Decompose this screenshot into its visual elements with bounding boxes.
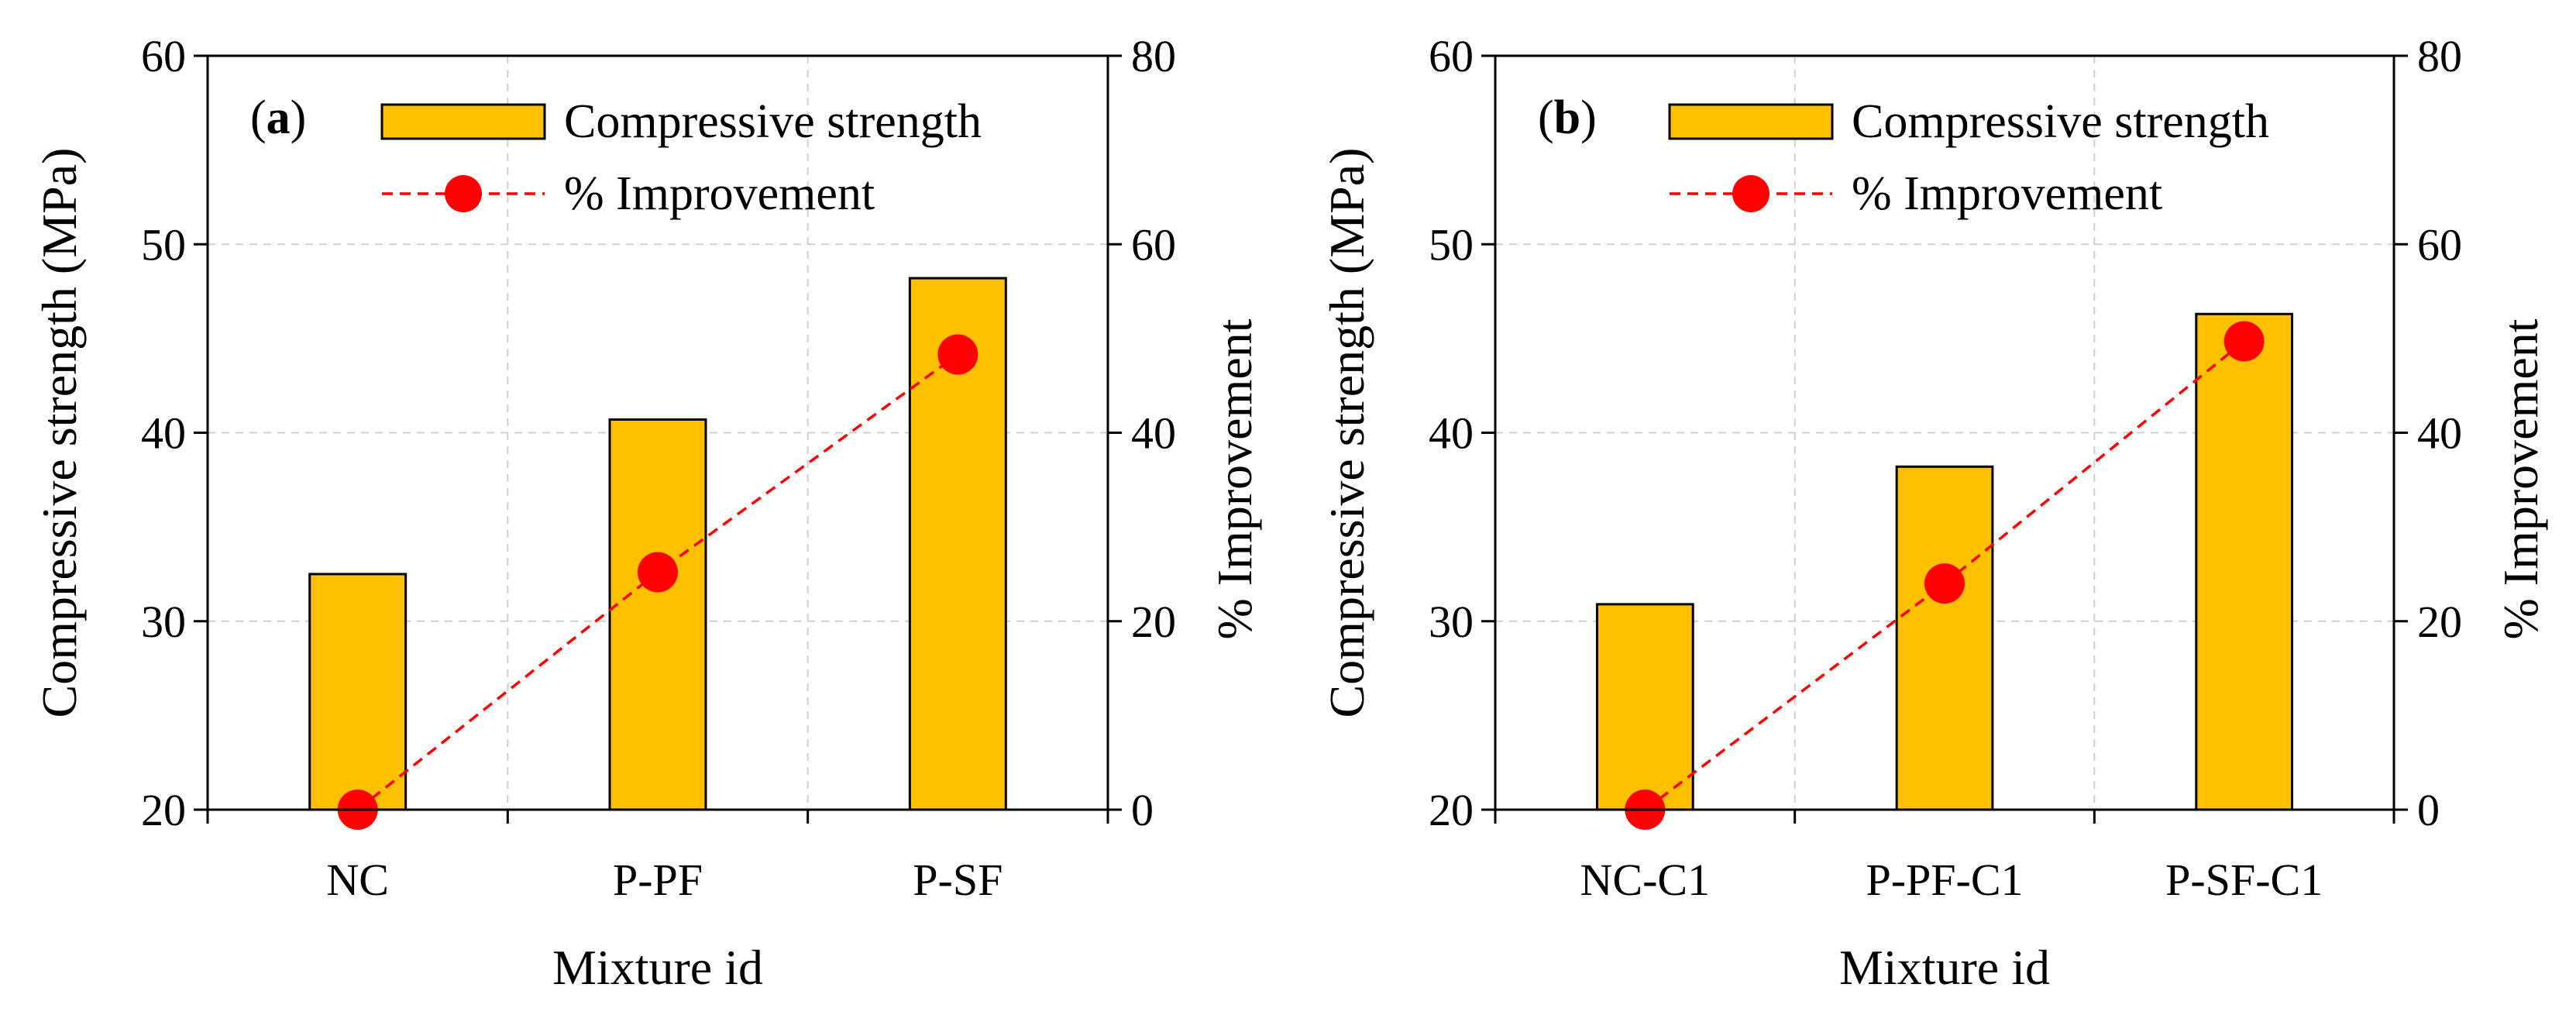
- bar-nc: [308, 573, 408, 811]
- bar-p-sf-c1: [2195, 312, 2294, 811]
- chart-panel-b: 20 30 40 50 60 0 20 40 60 80 NC-C1 P-PF-C1 P-SF-C1 Mi…: [1319, 31, 2548, 995]
- panel-label-open: (: [1538, 91, 1554, 144]
- y2-tick-label: 0: [2417, 785, 2440, 835]
- legend: Compressive strength % Improvement: [380, 95, 982, 220]
- y-tick-label: 20: [141, 785, 186, 835]
- panel-label-close: ): [291, 91, 307, 144]
- panel-label: (a): [250, 91, 306, 144]
- legend-marker-swatch: [445, 175, 482, 212]
- improvement-point-p-pf: [638, 552, 678, 593]
- x-tick-label: P-SF: [913, 855, 1003, 905]
- y2-tick-label: 40: [2417, 408, 2462, 459]
- legend-bar-swatch: [380, 103, 546, 140]
- x-tick-label: P-PF-C1: [1866, 855, 2023, 905]
- panel-label-letter: a: [267, 91, 291, 144]
- y2-tick-label: 80: [1131, 31, 1176, 81]
- y-axis-title: Compressive strength (MPa): [32, 148, 87, 718]
- panel-label-open: (: [250, 91, 267, 144]
- legend-bar-swatch: [1668, 103, 1834, 140]
- y-tick-label: 60: [1429, 31, 1474, 81]
- y-tick-label: 40: [1429, 408, 1474, 459]
- x-axis-title: Mixture id: [552, 940, 763, 995]
- chart-panel-a: 20 30 40 50 60 0 20 40 60 80 NC P-PF P-SF Mixture id C…: [32, 31, 1262, 995]
- bar-p-pf: [608, 418, 707, 811]
- y-tick-label: 30: [141, 597, 186, 647]
- y-tick-label: 50: [141, 219, 186, 270]
- x-tick-label: NC-C1: [1580, 855, 1711, 905]
- y-axis-title: Compressive strength (MPa): [1319, 148, 1374, 718]
- panel-label-letter: b: [1554, 91, 1580, 144]
- y-tick-label: 60: [141, 31, 186, 81]
- legend-label-improvement: % Improvement: [564, 167, 875, 220]
- legend: Compressive strength % Improvement: [1668, 95, 2269, 220]
- legend-label-strength: Compressive strength: [564, 95, 982, 148]
- y-tick-label: 20: [1429, 785, 1474, 835]
- y2-axis-title: % Improvement: [1207, 318, 1262, 639]
- legend-label-improvement: % Improvement: [1852, 167, 2162, 220]
- panel-label: (b): [1538, 91, 1597, 144]
- y-tick-label: 50: [1429, 219, 1474, 270]
- bar-nc-c1: [1595, 603, 1694, 811]
- y2-tick-label: 80: [2417, 31, 2462, 81]
- x-tick-label: P-PF: [613, 855, 703, 905]
- y-tick-label: 30: [1429, 597, 1474, 647]
- y2-tick-label: 60: [2417, 219, 2462, 270]
- y2-tick-label: 60: [1131, 219, 1176, 270]
- legend-marker-swatch: [1732, 175, 1769, 212]
- improvement-point-p-sf-c1: [2223, 321, 2265, 362]
- improvement-point-p-sf: [937, 334, 978, 375]
- x-tick-label: NC: [326, 855, 389, 905]
- x-axis-title: Mixture id: [1839, 940, 2050, 995]
- y2-axis-title: % Improvement: [2493, 318, 2548, 639]
- y-tick-label: 40: [141, 408, 186, 459]
- x-tick-label: P-SF-C1: [2165, 855, 2323, 905]
- panel-label-close: ): [1580, 91, 1597, 144]
- y2-tick-label: 20: [1131, 597, 1176, 647]
- y2-tick-label: 20: [2417, 597, 2462, 647]
- improvement-point-p-pf-c1: [1924, 563, 1965, 604]
- y2-tick-label: 0: [1131, 785, 1154, 835]
- bar-p-pf-c1: [1895, 465, 1994, 811]
- y2-tick-label: 40: [1131, 408, 1176, 459]
- legend-label-strength: Compressive strength: [1852, 95, 2269, 148]
